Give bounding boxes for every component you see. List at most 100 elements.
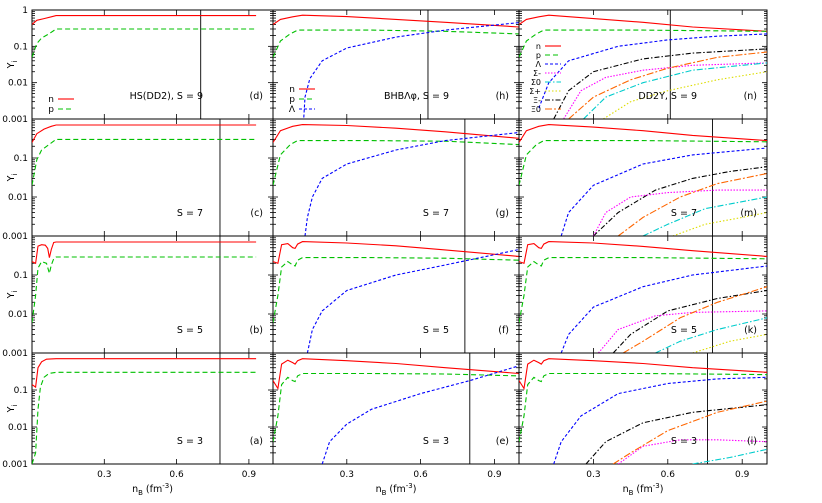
legend-label: Σ0 — [531, 78, 541, 87]
panel-label: S = 5 — [423, 325, 449, 336]
y-axis-labels: 1 0.1 0.01 0.001 Yi 0.1 0.01 0.001 Yi 0.1 0.01 0.00… — [2, 6, 28, 470]
legend: np — [48, 95, 74, 115]
y-axis-label: Yi — [6, 174, 19, 183]
panel-tag: (b) — [250, 325, 263, 336]
x-tick-label: 0.6 — [413, 470, 428, 480]
panel-label: S = 7 — [177, 208, 203, 219]
series-xi--line — [612, 289, 767, 353]
panel-frame — [31, 9, 274, 120]
panel-frame — [31, 118, 274, 237]
panel-frame — [518, 352, 768, 465]
x-tick-label: 0.3 — [340, 470, 354, 480]
panel-tag: (n) — [744, 91, 757, 102]
series-lambda-line — [304, 131, 519, 236]
legend-label: Σ- — [533, 69, 541, 78]
legend-label: n — [289, 85, 295, 95]
series-p-line — [519, 29, 767, 58]
legend-label: Σ+ — [529, 87, 541, 96]
series-lambda-line — [553, 376, 767, 464]
series-p-line — [273, 372, 519, 442]
y-tick-label: 0.001 — [2, 460, 28, 470]
series-lambda-line — [306, 248, 519, 353]
panel-frame — [518, 118, 768, 237]
legend: npΛ — [289, 85, 315, 115]
panel-label: S = 5 — [671, 325, 697, 336]
legend-label: p — [536, 51, 541, 60]
panel-e: S = 3 (e) — [272, 352, 520, 465]
series-p-line — [273, 140, 519, 186]
series-xi--line — [593, 166, 767, 236]
legend-label: Λ — [289, 105, 296, 115]
x-tick-label: 0.9 — [735, 470, 750, 480]
series-n-line — [519, 14, 767, 32]
panel-tag: (d) — [250, 91, 263, 102]
series-n-line — [519, 241, 767, 265]
x-axis-label: nB (fm-3) — [376, 482, 417, 497]
series-lambda-line — [303, 22, 519, 118]
series-sigma--line — [603, 71, 767, 119]
panel-b: S = 5 (b) — [31, 235, 274, 354]
series-n-line — [273, 124, 519, 143]
x-axis-label: nB (fm-3) — [132, 482, 173, 497]
y-axis-label: Yi — [6, 61, 19, 70]
series-p-line — [519, 372, 767, 442]
panel-label: S = 3 — [671, 436, 697, 447]
panel-k: S = 5 (k) — [518, 235, 768, 354]
panel-label: S = 7 — [671, 208, 697, 219]
panel-i: S = 3 (i) — [518, 352, 768, 465]
legend-label: Ξ- — [533, 96, 541, 105]
panel-f: S = 5 (f) — [272, 235, 520, 354]
panel-d: HS(DD2), S = 9 (d) np — [31, 9, 274, 120]
series-sigma0-line — [655, 317, 767, 353]
series-n-line — [519, 124, 767, 143]
series-sigma0-line — [692, 448, 767, 464]
x-tick-label: 0.3 — [586, 470, 600, 480]
y-axis-label: Yi — [6, 405, 19, 414]
series-n-line — [32, 358, 257, 389]
legend-label: Ξ0 — [531, 105, 541, 114]
series-lambda-line — [560, 147, 767, 236]
panel-a: S = 3 (a) — [31, 352, 274, 465]
series-xi--line — [553, 48, 767, 119]
series-sigma--line — [672, 211, 767, 236]
panel-frame — [272, 352, 520, 465]
y-tick-label: 0.1 — [14, 271, 28, 281]
y-tick-label: 1 — [22, 6, 28, 16]
series-p-line — [519, 257, 767, 323]
y-tick-label: 0.1 — [14, 154, 28, 164]
x-tick-label: 0.6 — [169, 470, 184, 480]
legend-label: Λ — [536, 60, 542, 69]
series-p-line — [32, 256, 257, 323]
y-tick-label: 0.001 — [2, 232, 28, 242]
legend-label: p — [289, 95, 295, 105]
series-sigma--line — [563, 62, 767, 119]
y-tick-label: 0.01 — [8, 423, 28, 433]
series-n-line — [32, 241, 257, 265]
series-p-line — [32, 138, 257, 186]
y-tick-label: 0.01 — [8, 310, 28, 320]
series-lambda-line — [560, 265, 767, 353]
series-xi--line — [585, 404, 767, 464]
panel-tag: (k) — [744, 325, 757, 336]
y-tick-label: 0.1 — [14, 42, 28, 52]
series-p-line — [273, 257, 519, 323]
series-xi0-line — [612, 400, 767, 464]
legend-label: n — [48, 95, 54, 105]
panel-c: S = 7 (c) — [31, 118, 274, 237]
x-axis-labels: 0.3 0.6 0.9 nB (fm-3) 0.3 0.6 0.9 nB (fm-3) 0.3 0… — [97, 470, 749, 497]
series-n-line — [273, 14, 519, 28]
series-lambda-line — [321, 365, 519, 464]
series-n-line — [519, 358, 767, 391]
series-n-line — [32, 15, 257, 25]
y-tick-label: 0.1 — [14, 386, 28, 396]
series-n-line — [273, 241, 519, 265]
panel-g: S = 7 (g) — [272, 118, 520, 237]
panel-frame — [31, 352, 274, 465]
panel-tag: (a) — [250, 436, 263, 447]
panel-tag: (m) — [740, 208, 757, 219]
series-n-line — [32, 124, 257, 143]
panel-m: S = 7 (m) — [518, 118, 768, 237]
